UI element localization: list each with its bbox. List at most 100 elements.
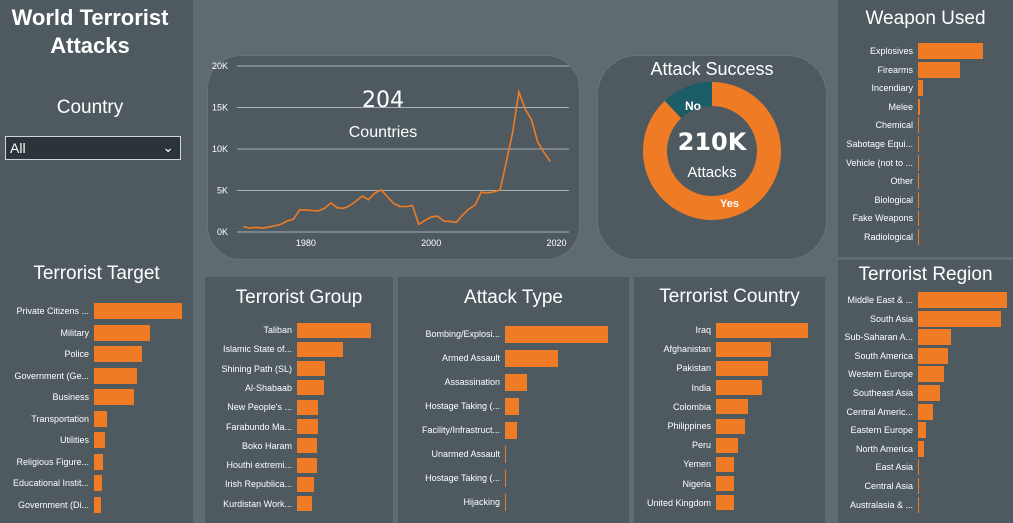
bar[interactable] <box>94 410 107 427</box>
bar-row[interactable]: Taliban <box>205 321 393 339</box>
bar-row[interactable]: Government (Di... <box>0 496 193 514</box>
bar[interactable] <box>716 380 762 396</box>
bar[interactable] <box>94 475 102 491</box>
bar[interactable] <box>716 495 735 511</box>
bar[interactable] <box>505 325 608 343</box>
bar-row[interactable]: South America <box>838 347 1013 365</box>
bar-row[interactable]: Colombia <box>634 398 825 416</box>
bar-row[interactable]: Fake Weapons <box>838 209 1013 227</box>
bar-row[interactable]: Other <box>838 172 1013 190</box>
bar[interactable] <box>918 329 951 346</box>
bar[interactable] <box>297 322 371 338</box>
bar[interactable] <box>716 341 772 357</box>
bar[interactable] <box>918 229 919 245</box>
bar-row[interactable]: Business <box>0 388 193 406</box>
bar-row[interactable]: Peru <box>634 436 825 454</box>
bar[interactable] <box>918 154 919 171</box>
bar[interactable] <box>94 324 151 341</box>
bar-row[interactable]: Shining Path (SL) <box>205 360 393 378</box>
bar[interactable] <box>297 380 325 396</box>
bar-row[interactable]: Boko Haram <box>205 437 393 455</box>
bar[interactable] <box>505 349 558 367</box>
bar[interactable] <box>94 432 105 448</box>
bar-row[interactable]: Transportation <box>0 410 193 428</box>
bar-row[interactable]: Central Asia <box>838 477 1013 495</box>
bar[interactable] <box>297 399 318 415</box>
bar-row[interactable]: Bombing/Explosi... <box>398 325 629 343</box>
bar[interactable] <box>297 419 318 434</box>
bar[interactable] <box>716 322 808 338</box>
bar[interactable] <box>297 438 318 454</box>
bar[interactable] <box>297 476 314 492</box>
bar-row[interactable]: Irish Republica... <box>205 475 393 493</box>
bar[interactable] <box>94 367 138 384</box>
bar-row[interactable]: Australasia & ... <box>838 496 1013 514</box>
bar[interactable] <box>716 456 735 472</box>
bar-row[interactable]: Educational Instit... <box>0 474 193 492</box>
bar-row[interactable]: Unarmed Assault <box>398 445 629 463</box>
bar[interactable] <box>918 422 926 439</box>
bar[interactable] <box>918 403 933 420</box>
bar[interactable] <box>918 366 944 383</box>
bar[interactable] <box>94 496 101 513</box>
bar-row[interactable]: New People's ... <box>205 398 393 416</box>
bar-row[interactable]: India <box>634 379 825 397</box>
bar[interactable] <box>918 459 920 476</box>
bar-row[interactable]: Private Citizens ... <box>0 302 193 320</box>
bar-row[interactable]: Sub-Saharan A... <box>838 328 1013 346</box>
bar[interactable] <box>505 421 518 439</box>
bar[interactable] <box>94 389 134 405</box>
bar-row[interactable]: Philippines <box>634 417 825 435</box>
bar[interactable] <box>716 399 748 415</box>
bar-row[interactable]: Facility/Infrastruct... <box>398 421 629 439</box>
bar[interactable] <box>716 437 739 453</box>
bar[interactable] <box>918 210 919 227</box>
bar-row[interactable]: Afghanistan <box>634 340 825 358</box>
bar-row[interactable]: Central Americ... <box>838 403 1013 421</box>
bar-row[interactable]: Chemical <box>838 116 1013 134</box>
bar-row[interactable]: Al-Shabaab <box>205 379 393 397</box>
bar[interactable] <box>94 453 103 470</box>
bar-row[interactable]: Vehicle (not to ... <box>838 154 1013 172</box>
bar-row[interactable]: Hostage Taking (... <box>398 397 629 415</box>
bar-row[interactable]: Hostage Taking (... <box>398 469 629 487</box>
bar-row[interactable]: Explosives <box>838 42 1013 60</box>
bar-row[interactable]: Kurdistan Work... <box>205 495 393 513</box>
bar[interactable] <box>918 173 919 190</box>
bar[interactable] <box>505 469 506 487</box>
bar-row[interactable]: Yemen <box>634 455 825 473</box>
bar[interactable] <box>918 478 919 494</box>
bar-row[interactable]: Biological <box>838 191 1013 209</box>
bar-row[interactable]: Farabundo Ma... <box>205 418 393 436</box>
bar[interactable] <box>505 445 506 463</box>
bar-row[interactable]: East Asia <box>838 458 1013 476</box>
bar-row[interactable]: Armed Assault <box>398 349 629 367</box>
bar-row[interactable]: Incendiary <box>838 79 1013 97</box>
bar[interactable] <box>716 476 735 492</box>
bar[interactable] <box>505 397 520 415</box>
bar[interactable] <box>918 80 923 97</box>
bar-row[interactable]: Melee <box>838 98 1013 116</box>
country-dropdown[interactable]: All ⌄ <box>5 136 181 160</box>
bar[interactable] <box>94 346 143 362</box>
bar[interactable] <box>918 98 920 115</box>
bar-row[interactable]: Pakistan <box>634 359 825 377</box>
bar-row[interactable]: Utilities <box>0 431 193 449</box>
bar-row[interactable]: North America <box>838 440 1013 458</box>
bar[interactable] <box>297 361 325 377</box>
bar[interactable] <box>918 310 1001 327</box>
bar-row[interactable]: Houthi extremi... <box>205 456 393 474</box>
bar[interactable] <box>918 191 919 208</box>
bar-row[interactable]: Southeast Asia <box>838 384 1013 402</box>
bar[interactable] <box>297 496 313 512</box>
bar[interactable] <box>918 136 919 152</box>
bar[interactable] <box>297 457 317 473</box>
bar[interactable] <box>918 496 919 513</box>
bar-row[interactable]: Police <box>0 345 193 363</box>
bar[interactable] <box>918 292 1007 308</box>
bar-row[interactable]: Iraq <box>634 321 825 339</box>
bar[interactable] <box>918 61 961 78</box>
bar-row[interactable]: Islamic State of... <box>205 340 393 358</box>
bar-row[interactable]: Military <box>0 324 193 342</box>
bar-row[interactable]: United Kingdom <box>634 494 825 512</box>
